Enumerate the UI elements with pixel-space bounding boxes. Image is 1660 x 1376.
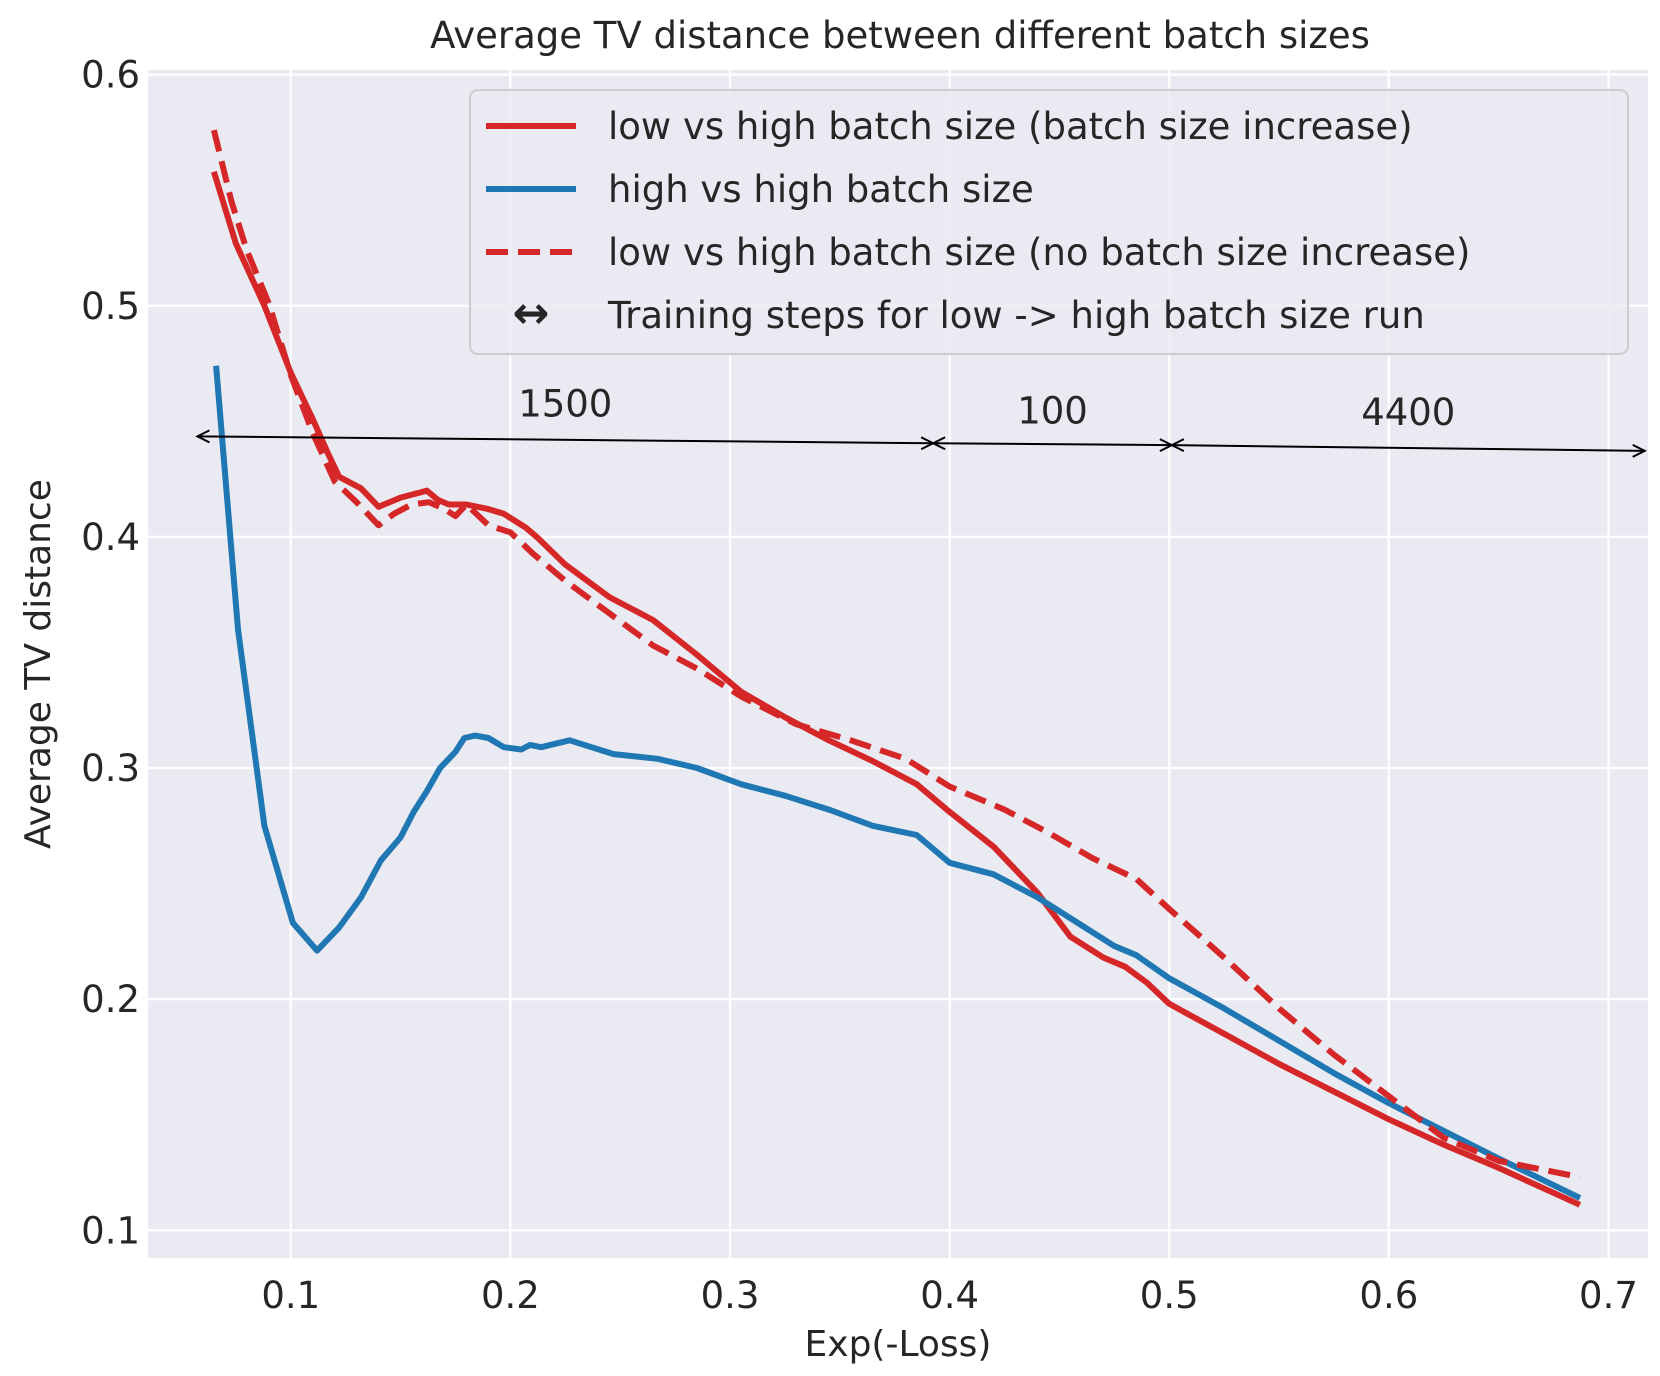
- chart-title: Average TV distance between different ba…: [430, 14, 1370, 57]
- annotation-arrow: [197, 435, 934, 445]
- x-tick-label: 0.5: [1140, 1274, 1199, 1317]
- y-tick-label: 0.1: [81, 1209, 140, 1252]
- annotation-arrowhead-right: [1632, 444, 1647, 458]
- legend-label-training-steps: Training steps for low -> high batch siz…: [607, 294, 1425, 337]
- y-tick-label: 0.5: [81, 285, 140, 328]
- series-line-no-increase: [210, 129, 1581, 1181]
- annotation-label: 100: [1017, 389, 1088, 432]
- series-line-high-high: [213, 365, 1582, 1201]
- legend-label-high-high: high vs high batch size: [608, 168, 1034, 211]
- annotation-arrowhead-left: [930, 436, 946, 451]
- legend-label-no-increase: low vs high batch size (no batch size in…: [608, 231, 1470, 274]
- series-line-increase: [211, 170, 1582, 1208]
- y-tick-label: 0.2: [81, 978, 140, 1021]
- annotation-label: 4400: [1361, 391, 1455, 434]
- legend: low vs high batch size (batch size incre…: [469, 89, 1629, 355]
- x-tick-label: 0.2: [481, 1274, 540, 1317]
- x-tick-label: 0.4: [920, 1274, 979, 1317]
- x-tick-label: 0.6: [1359, 1274, 1418, 1317]
- series-lines: [210, 129, 1582, 1208]
- y-axis-ticks: 0.1 0.2 0.3 0.4 0.5 0.6: [81, 54, 140, 1253]
- y-axis-label: Average TV distance: [18, 479, 59, 849]
- annotation-arrowhead-left: [195, 429, 210, 444]
- annotation-arrow: [1171, 444, 1645, 452]
- x-tick-label: 0.7: [1579, 1274, 1638, 1317]
- x-tick-label: 0.3: [701, 1274, 760, 1317]
- legend-box: [469, 89, 1629, 355]
- annotation-label: 1500: [518, 382, 612, 425]
- y-tick-label: 0.4: [81, 516, 140, 559]
- step-annotations: 1500 100 4400: [195, 382, 1647, 458]
- legend-double-arrow-icon: ↔: [513, 288, 550, 339]
- y-tick-label: 0.3: [81, 747, 140, 790]
- legend-label-increase: low vs high batch size (batch size incre…: [608, 105, 1413, 148]
- annotation-arrowhead-left: [1169, 438, 1185, 453]
- y-tick-label: 0.6: [81, 54, 140, 97]
- x-axis-label: Exp(-Loss): [805, 1324, 992, 1365]
- annotation-arrow: [933, 442, 1172, 447]
- x-axis-ticks: 0.1 0.2 0.3 0.4 0.5 0.6 0.7: [261, 1274, 1638, 1317]
- x-tick-label: 0.1: [261, 1274, 320, 1317]
